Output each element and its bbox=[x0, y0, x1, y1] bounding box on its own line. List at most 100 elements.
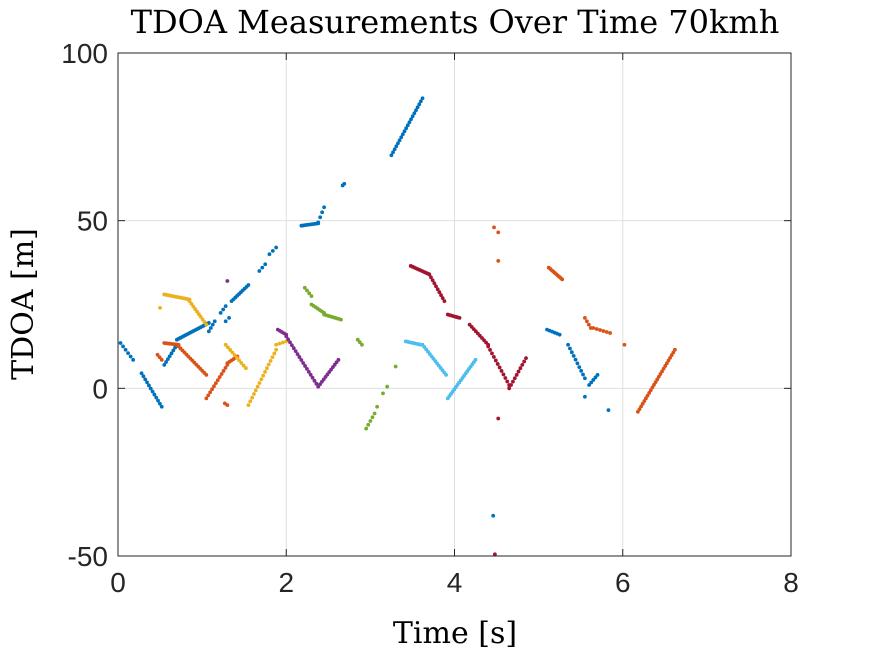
y-axis-label: TDOA [m] bbox=[6, 228, 41, 380]
data-point-blue bbox=[320, 210, 325, 215]
data-point-green bbox=[364, 426, 369, 431]
data-point-darkred bbox=[442, 299, 447, 304]
data-point-yellow bbox=[223, 342, 228, 347]
data-point-green bbox=[302, 285, 307, 290]
data-point-yellow bbox=[228, 348, 233, 352]
data-point-yellow bbox=[241, 363, 246, 368]
data-point-orange bbox=[601, 329, 606, 333]
data-point-orange bbox=[212, 384, 216, 389]
data-point-orange bbox=[496, 230, 501, 235]
data-point-orange bbox=[223, 366, 228, 370]
data-point-orange bbox=[204, 373, 209, 377]
data-point-orange bbox=[586, 322, 591, 327]
data-point-blue bbox=[389, 153, 394, 158]
data-point-yellow bbox=[246, 403, 251, 407]
data-point-orange bbox=[594, 327, 599, 331]
data-point-darkred bbox=[512, 376, 517, 381]
data-point-purple bbox=[295, 352, 300, 357]
data-point-orange bbox=[217, 375, 222, 379]
data-point-blue bbox=[394, 144, 399, 149]
data-point-darkred bbox=[522, 359, 527, 364]
data-point-blue bbox=[566, 342, 570, 347]
data-point-darkred bbox=[499, 369, 504, 373]
data-point-darkred bbox=[427, 272, 432, 277]
data-point-orange bbox=[221, 369, 226, 373]
data-point-darkred bbox=[434, 284, 438, 289]
x-axis-label: Time [s] bbox=[393, 616, 517, 651]
data-point-darkred bbox=[520, 362, 525, 367]
data-point-darkred bbox=[514, 373, 519, 377]
data-point-blue bbox=[263, 262, 268, 267]
data-point-blue bbox=[582, 376, 587, 381]
data-point-purple bbox=[286, 337, 291, 342]
data-point-yellow bbox=[268, 358, 273, 363]
data-point-darkred bbox=[516, 369, 521, 374]
data-point-orange bbox=[225, 403, 230, 407]
data-point-yellow bbox=[277, 341, 282, 346]
data-point-darkred bbox=[457, 316, 462, 320]
data-point-purple bbox=[293, 349, 298, 354]
data-point-green bbox=[393, 364, 398, 369]
data-point-darkred bbox=[495, 362, 500, 366]
data-point-darkred bbox=[496, 416, 501, 421]
data-point-blue bbox=[577, 365, 582, 369]
data-point-purple bbox=[310, 375, 315, 380]
y-tick-label: 100 bbox=[61, 38, 108, 69]
x-tick-label: 2 bbox=[278, 567, 294, 598]
data-point-darkred bbox=[430, 278, 435, 283]
data-point-blue bbox=[223, 319, 228, 324]
y-tick-label: 0 bbox=[92, 373, 108, 404]
data-point-blue bbox=[396, 141, 400, 146]
data-point-purple bbox=[297, 355, 302, 359]
data-point-blue bbox=[342, 181, 347, 186]
data-point-yellow bbox=[263, 370, 267, 374]
data-point-blue bbox=[159, 404, 164, 409]
data-point-blue bbox=[418, 99, 423, 104]
data-point-blue bbox=[568, 346, 572, 351]
x-tick-label: 0 bbox=[110, 567, 126, 598]
data-point-blue bbox=[141, 374, 146, 379]
data-point-purple bbox=[225, 279, 230, 283]
data-point-yellow bbox=[259, 377, 264, 382]
data-point-yellow bbox=[255, 384, 260, 389]
data-point-orange bbox=[210, 387, 214, 392]
data-point-darkred bbox=[486, 344, 491, 349]
data-point-blue bbox=[410, 114, 415, 119]
data-point-yellow bbox=[266, 362, 271, 367]
data-point-green bbox=[357, 340, 362, 345]
data-point-yellow bbox=[261, 373, 266, 378]
data-point-blue bbox=[131, 357, 136, 362]
data-point-blue bbox=[405, 123, 410, 128]
data-point-orange bbox=[598, 328, 602, 332]
data-point-blue bbox=[156, 398, 160, 403]
data-point-darkred bbox=[497, 365, 502, 370]
data-point-blue bbox=[606, 408, 611, 413]
data-point-purple bbox=[299, 358, 304, 362]
data-point-blue bbox=[212, 319, 217, 324]
data-point-purple bbox=[303, 364, 307, 368]
data-point-blue bbox=[208, 326, 213, 330]
data-point-yellow bbox=[158, 305, 162, 310]
data-point-darkred bbox=[429, 275, 433, 280]
data-point-blue bbox=[404, 126, 409, 131]
data-point-orange bbox=[496, 259, 501, 263]
data-point-orange bbox=[673, 347, 677, 352]
data-point-blue bbox=[165, 357, 170, 362]
data-point-orange bbox=[584, 319, 589, 324]
data-point-blue bbox=[420, 96, 425, 101]
data-point-yellow bbox=[239, 361, 244, 365]
chart-title: TDOA Measurements Over Time 70kmh bbox=[131, 3, 780, 41]
data-point-blue bbox=[162, 362, 167, 367]
data-point-darkred bbox=[518, 366, 523, 371]
data-point-purple bbox=[301, 361, 306, 365]
data-point-purple bbox=[284, 334, 289, 339]
data-point-blue bbox=[218, 310, 223, 315]
data-point-blue bbox=[593, 375, 598, 380]
data-point-purple bbox=[308, 372, 313, 377]
data-point-blue bbox=[145, 380, 149, 385]
data-point-blue bbox=[150, 389, 155, 394]
data-point-blue bbox=[257, 269, 262, 273]
data-point-blue bbox=[123, 347, 128, 352]
data-point-darkred bbox=[439, 293, 443, 298]
